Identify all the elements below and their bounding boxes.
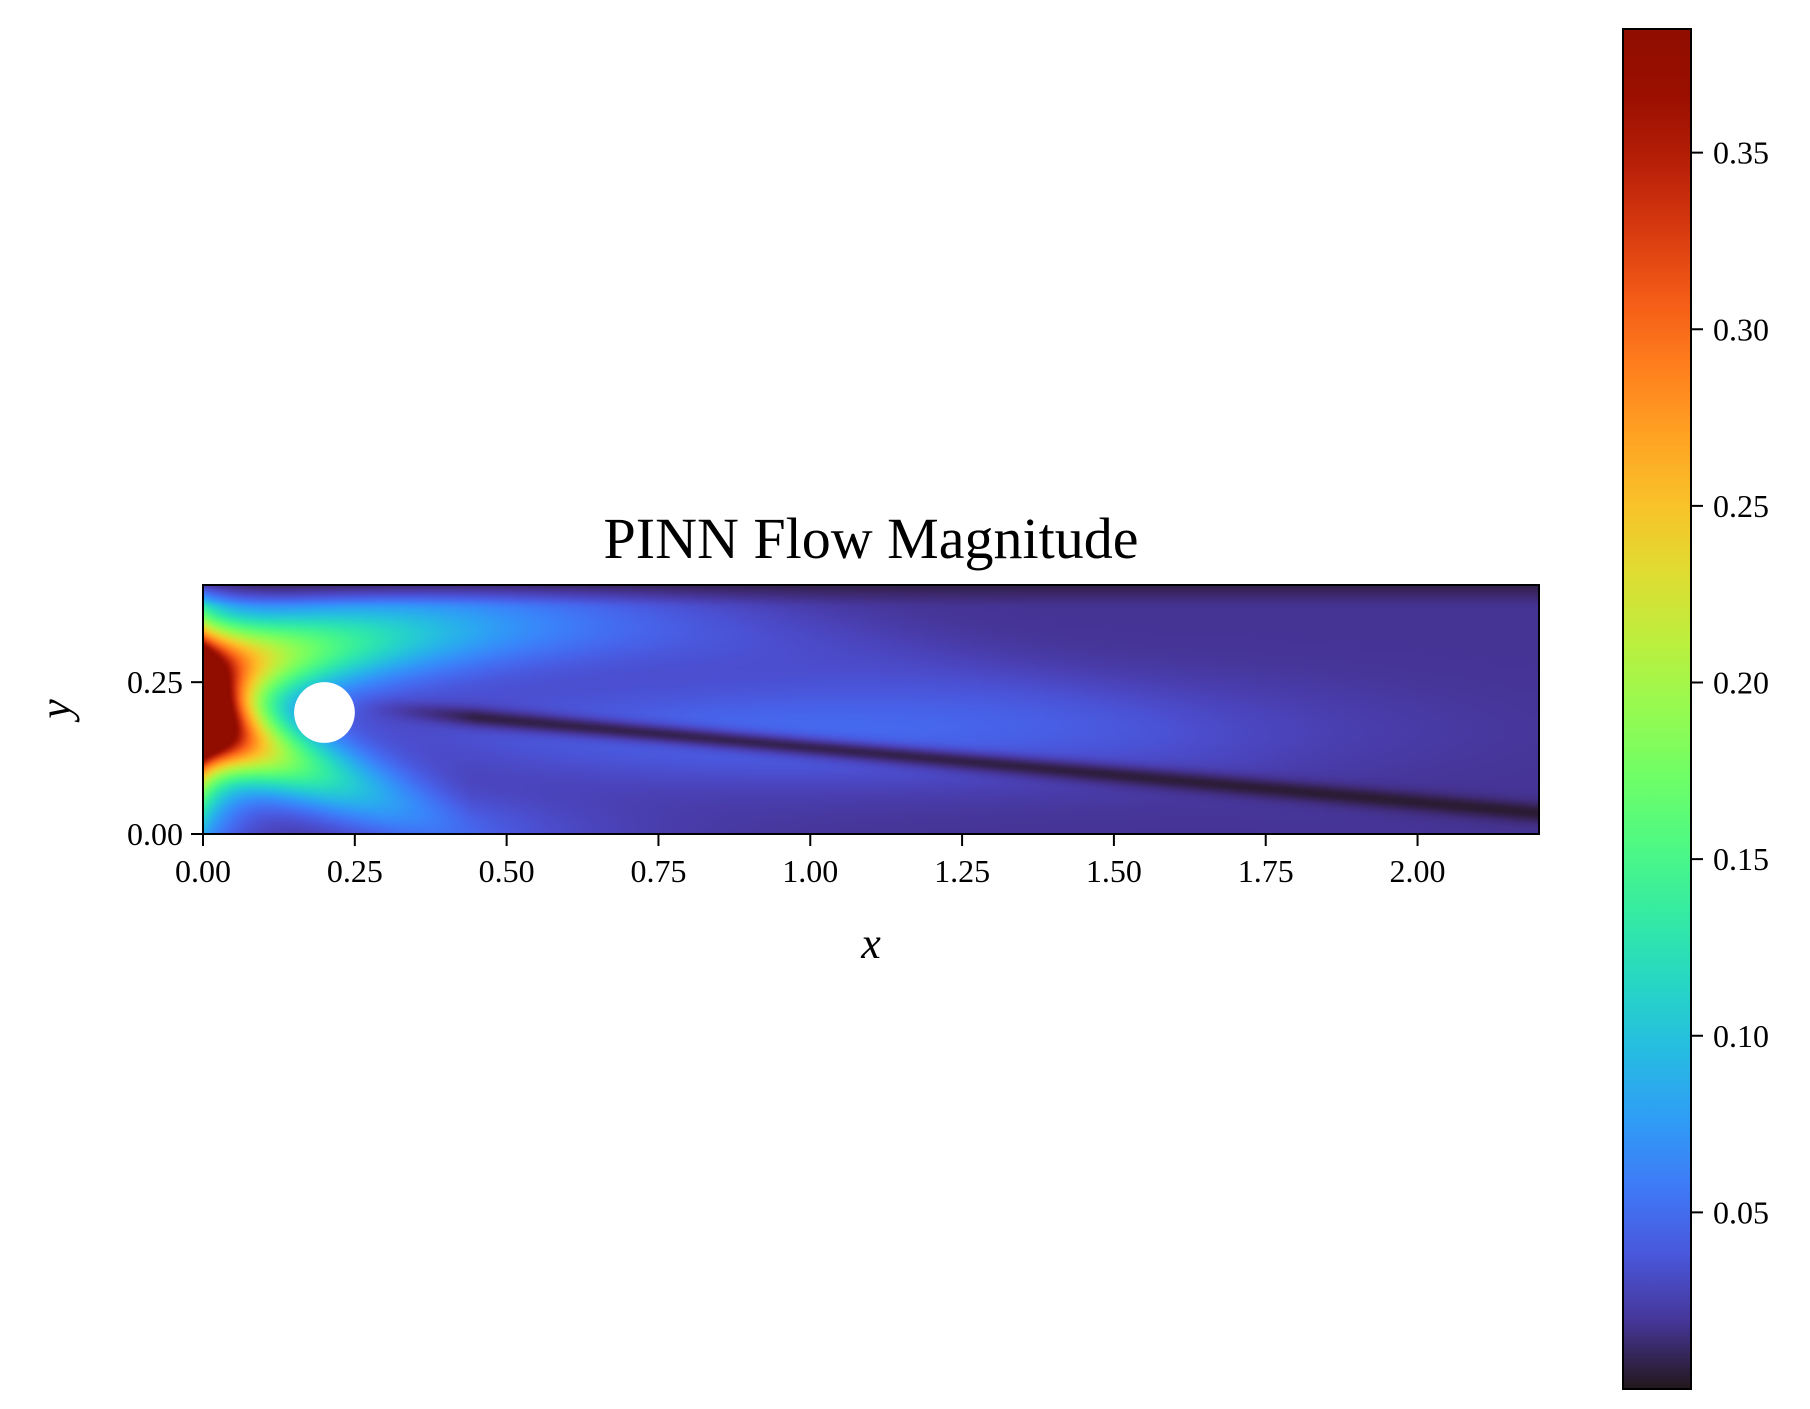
x-tick-label: 1.00	[782, 853, 838, 889]
x-tick-label: 1.25	[934, 853, 990, 889]
y-tick-label: 0.25	[127, 664, 183, 700]
y-tick-label: 0.00	[127, 816, 183, 852]
colorbar-tick-label: 0.20	[1713, 665, 1769, 701]
x-tick-label: 2.00	[1390, 853, 1446, 889]
colorbar-tick-label: 0.25	[1713, 488, 1769, 524]
y-axis-label: y	[31, 699, 80, 723]
colorbar-tick-label: 0.10	[1713, 1018, 1769, 1054]
x-tick-label: 1.75	[1238, 853, 1294, 889]
plot-frame	[202, 584, 1540, 835]
colorbar-ticks: 0.05 0.10 0.15 0.20 0.25 0.30 0.35	[1691, 135, 1769, 1230]
colorbar-tick-label: 0.15	[1713, 841, 1769, 877]
chart-title: PINN Flow Magnitude	[604, 506, 1139, 571]
x-tick-label: 0.00	[175, 853, 231, 889]
colorbar-tick-label: 0.05	[1713, 1194, 1769, 1230]
heatmap-area	[203, 585, 1539, 834]
colorbar-gradient	[1623, 29, 1691, 1389]
x-tick-label: 0.75	[630, 853, 686, 889]
x-axis: 0.00 0.25 0.50 0.75 1.00 1.25 1.50 1.75 2.00	[175, 834, 1446, 889]
x-tick-label: 0.25	[327, 853, 383, 889]
colorbar: 0.05 0.10 0.15 0.20 0.25 0.30 0.35	[1622, 28, 1769, 1390]
heatmap-field	[203, 585, 1539, 834]
colorbar-frame	[1622, 28, 1692, 1390]
x-tick-label: 1.50	[1086, 853, 1142, 889]
colorbar-tick-label: 0.30	[1713, 311, 1769, 347]
cylinder-obstacle	[294, 682, 355, 743]
x-tick-label: 0.50	[479, 853, 535, 889]
x-axis-label: x	[860, 919, 881, 968]
colorbar-tick-label: 0.35	[1713, 135, 1769, 171]
y-axis: 0.00 0.25	[127, 664, 203, 852]
